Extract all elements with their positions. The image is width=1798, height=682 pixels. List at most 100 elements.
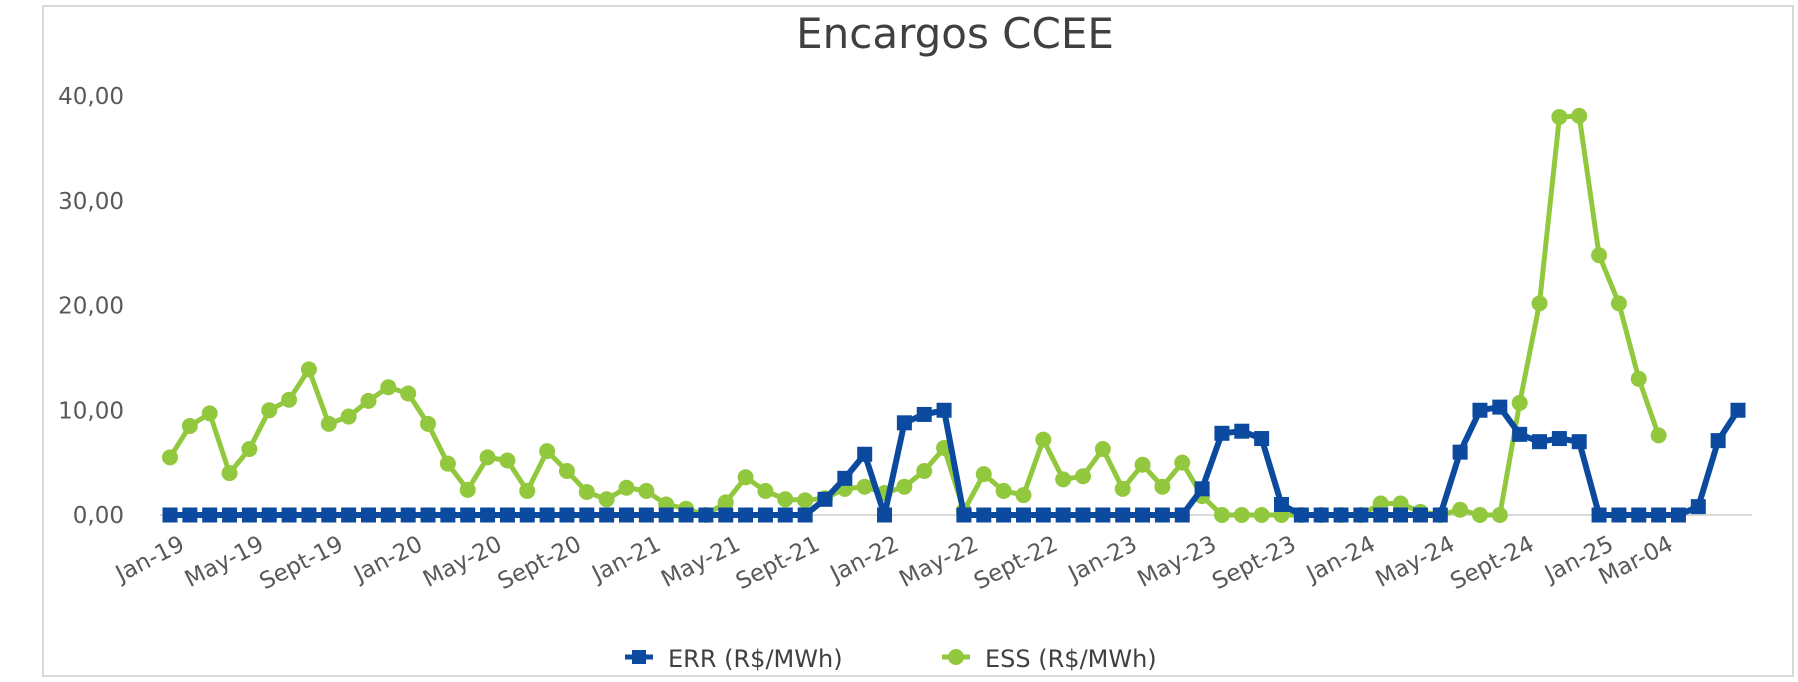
series-ess-line — [167, 113, 1661, 518]
ess-point — [380, 379, 397, 396]
err-point — [360, 507, 376, 523]
err-point — [1353, 507, 1369, 523]
ess-point — [261, 402, 278, 419]
ess-point — [1174, 454, 1191, 471]
ess-point — [1075, 468, 1092, 485]
err-point — [817, 491, 833, 507]
legend-err-marker — [632, 650, 646, 664]
ess-point — [1452, 501, 1469, 518]
err-point — [1492, 399, 1508, 415]
err-point — [202, 507, 218, 523]
ess-point — [1035, 431, 1052, 448]
err-point — [1730, 402, 1746, 418]
ess-point — [638, 482, 655, 499]
ess-point — [558, 463, 575, 480]
ess-point — [340, 408, 357, 425]
ess-point — [896, 478, 913, 495]
err-point — [1095, 507, 1111, 523]
ess-point — [241, 441, 258, 458]
ess-point — [995, 482, 1012, 499]
chart-title: Encargos CCEE — [796, 9, 1114, 58]
err-point — [499, 507, 515, 523]
ess-point — [1571, 107, 1588, 124]
ess-point — [201, 405, 218, 422]
err-point — [1214, 425, 1230, 441]
err-point — [1373, 507, 1389, 523]
ess-point — [1253, 507, 1270, 523]
err-point — [519, 507, 535, 523]
y-tick-label: 30,00 — [58, 189, 124, 215]
y-tick-label: 10,00 — [58, 398, 124, 424]
err-point — [1154, 507, 1170, 523]
ess-point — [1392, 495, 1409, 512]
y-tick-label: 20,00 — [58, 294, 124, 320]
ess-point — [1650, 427, 1667, 444]
chart-frame — [42, 5, 1794, 677]
err-point — [1690, 499, 1706, 515]
ess-point — [519, 482, 536, 499]
err-point — [936, 402, 952, 418]
legend-ess-label: ESS (R$/MWh) — [985, 645, 1157, 673]
err-point — [1432, 507, 1448, 523]
ess-point — [400, 385, 417, 402]
ess-point — [975, 466, 992, 483]
ess-point — [777, 491, 794, 508]
err-point — [559, 507, 575, 523]
err-point — [1393, 507, 1409, 523]
ess-point — [1591, 247, 1608, 264]
ess-point — [1531, 295, 1548, 312]
ess-point — [281, 391, 298, 408]
err-point — [241, 507, 257, 523]
ess-point — [420, 415, 437, 432]
ess-point — [916, 463, 933, 480]
err-point — [1234, 423, 1250, 439]
err-point — [579, 507, 595, 523]
ess-point — [1491, 507, 1508, 523]
err-point — [182, 507, 198, 523]
err-point — [1015, 507, 1031, 523]
ess-point — [797, 492, 814, 509]
ess-point — [539, 443, 556, 460]
err-point — [698, 507, 714, 523]
err-point — [281, 507, 297, 523]
ess-point — [499, 452, 516, 469]
err-point — [619, 507, 635, 523]
err-point — [1670, 507, 1686, 523]
err-point — [1055, 507, 1071, 523]
err-point — [1591, 507, 1607, 523]
err-point — [460, 507, 476, 523]
err-point — [539, 507, 555, 523]
err-point — [1472, 402, 1488, 418]
err-point — [1532, 434, 1548, 450]
ess-point — [618, 479, 635, 496]
ess-point — [578, 483, 595, 500]
err-point — [1452, 444, 1468, 460]
err-point — [420, 507, 436, 523]
ess-point — [598, 491, 615, 508]
err-point — [956, 507, 972, 523]
err-point — [1512, 426, 1528, 442]
ess-point — [1055, 471, 1072, 488]
err-point — [1273, 497, 1289, 513]
err-point — [1194, 481, 1210, 497]
err-point — [1135, 507, 1151, 523]
ess-point — [221, 465, 238, 482]
err-point — [599, 507, 615, 523]
ess-point — [1094, 441, 1111, 458]
err-point — [1611, 507, 1627, 523]
err-point — [916, 406, 932, 422]
err-point — [162, 507, 178, 523]
ess-point — [1630, 370, 1647, 387]
err-point — [341, 507, 357, 523]
ess-point — [1610, 295, 1627, 312]
ess-point — [1551, 108, 1568, 125]
err-point — [301, 507, 317, 523]
ess-point — [737, 469, 754, 486]
err-point — [480, 507, 496, 523]
err-point — [678, 507, 694, 523]
err-point — [261, 507, 277, 523]
err-point — [1115, 507, 1131, 523]
legend-err-label: ERR (R$/MWh) — [668, 645, 843, 673]
ess-point — [1114, 480, 1131, 497]
